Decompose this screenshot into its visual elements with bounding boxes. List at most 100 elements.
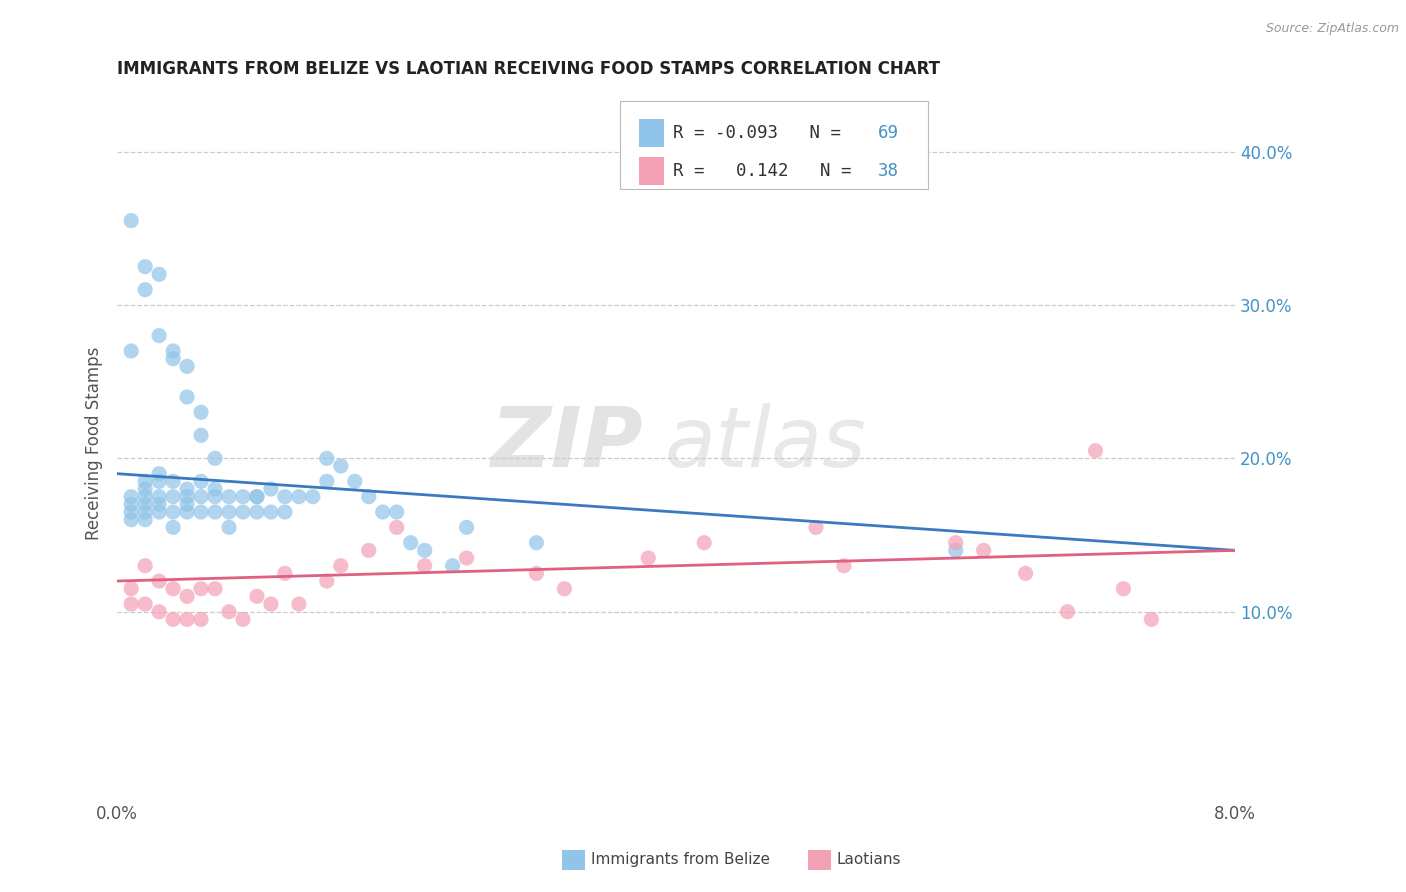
Point	[260, 482, 283, 496]
Point	[134, 558, 156, 573]
Point	[413, 543, 436, 558]
Point	[120, 513, 142, 527]
Point	[176, 390, 198, 404]
Point	[526, 535, 548, 549]
Point	[148, 574, 170, 588]
Point	[190, 612, 212, 626]
Point	[637, 551, 659, 566]
Point	[526, 566, 548, 581]
Point	[148, 490, 170, 504]
Point	[162, 505, 184, 519]
Point	[134, 505, 156, 519]
Point	[274, 490, 297, 504]
Point	[134, 597, 156, 611]
Point	[176, 490, 198, 504]
Text: Source: ZipAtlas.com: Source: ZipAtlas.com	[1265, 22, 1399, 36]
Point	[371, 505, 394, 519]
Point	[399, 535, 422, 549]
Point	[134, 497, 156, 511]
Point	[120, 597, 142, 611]
Point	[162, 520, 184, 534]
Point	[190, 475, 212, 489]
Point	[204, 482, 226, 496]
Text: IMMIGRANTS FROM BELIZE VS LAOTIAN RECEIVING FOOD STAMPS CORRELATION CHART: IMMIGRANTS FROM BELIZE VS LAOTIAN RECEIV…	[117, 60, 941, 78]
Point	[190, 490, 212, 504]
Point	[204, 451, 226, 466]
Point	[218, 490, 240, 504]
Point	[945, 535, 967, 549]
Text: ZIP: ZIP	[491, 402, 643, 483]
Point	[246, 490, 269, 504]
Point	[1112, 582, 1135, 596]
Point	[329, 558, 352, 573]
Point	[260, 505, 283, 519]
Point	[315, 451, 337, 466]
Point	[315, 475, 337, 489]
Point	[832, 558, 855, 573]
Point	[120, 490, 142, 504]
Point	[945, 543, 967, 558]
Point	[1056, 605, 1078, 619]
Point	[246, 505, 269, 519]
Text: Laotians: Laotians	[837, 853, 901, 867]
Point	[176, 482, 198, 496]
Point	[148, 328, 170, 343]
Point	[176, 612, 198, 626]
Point	[120, 343, 142, 358]
Point	[148, 505, 170, 519]
Point	[176, 359, 198, 374]
Point	[804, 520, 827, 534]
Point	[1140, 612, 1163, 626]
Point	[343, 475, 366, 489]
Point	[441, 558, 464, 573]
Point	[218, 605, 240, 619]
Point	[162, 490, 184, 504]
Point	[302, 490, 325, 504]
Point	[232, 490, 254, 504]
Point	[973, 543, 995, 558]
Point	[315, 574, 337, 588]
Point	[693, 535, 716, 549]
Point	[148, 475, 170, 489]
Text: Immigrants from Belize: Immigrants from Belize	[591, 853, 769, 867]
Point	[553, 582, 575, 596]
Point	[176, 590, 198, 604]
Point	[148, 268, 170, 282]
Point	[456, 551, 478, 566]
Bar	[640, 119, 664, 147]
Point	[148, 605, 170, 619]
Point	[134, 260, 156, 274]
Point	[1084, 443, 1107, 458]
Point	[190, 428, 212, 442]
Point	[190, 405, 212, 419]
Point	[456, 520, 478, 534]
Point	[176, 497, 198, 511]
Point	[218, 520, 240, 534]
Point	[134, 283, 156, 297]
Point	[232, 612, 254, 626]
Text: R = -0.093   N =: R = -0.093 N =	[673, 124, 852, 142]
Point	[204, 505, 226, 519]
FancyBboxPatch shape	[620, 101, 928, 189]
Point	[120, 213, 142, 227]
Point	[218, 505, 240, 519]
Point	[190, 505, 212, 519]
Y-axis label: Receiving Food Stamps: Receiving Food Stamps	[86, 346, 103, 540]
Point	[1014, 566, 1036, 581]
Bar	[640, 157, 664, 185]
Point	[162, 351, 184, 366]
Point	[232, 505, 254, 519]
Point	[162, 612, 184, 626]
Text: R =   0.142   N =: R = 0.142 N =	[673, 162, 862, 180]
Point	[190, 582, 212, 596]
Point	[204, 582, 226, 596]
Point	[204, 490, 226, 504]
Point	[162, 343, 184, 358]
Point	[162, 475, 184, 489]
Point	[134, 482, 156, 496]
Point	[385, 505, 408, 519]
Point	[288, 490, 311, 504]
Point	[148, 467, 170, 481]
Point	[134, 513, 156, 527]
Point	[176, 505, 198, 519]
